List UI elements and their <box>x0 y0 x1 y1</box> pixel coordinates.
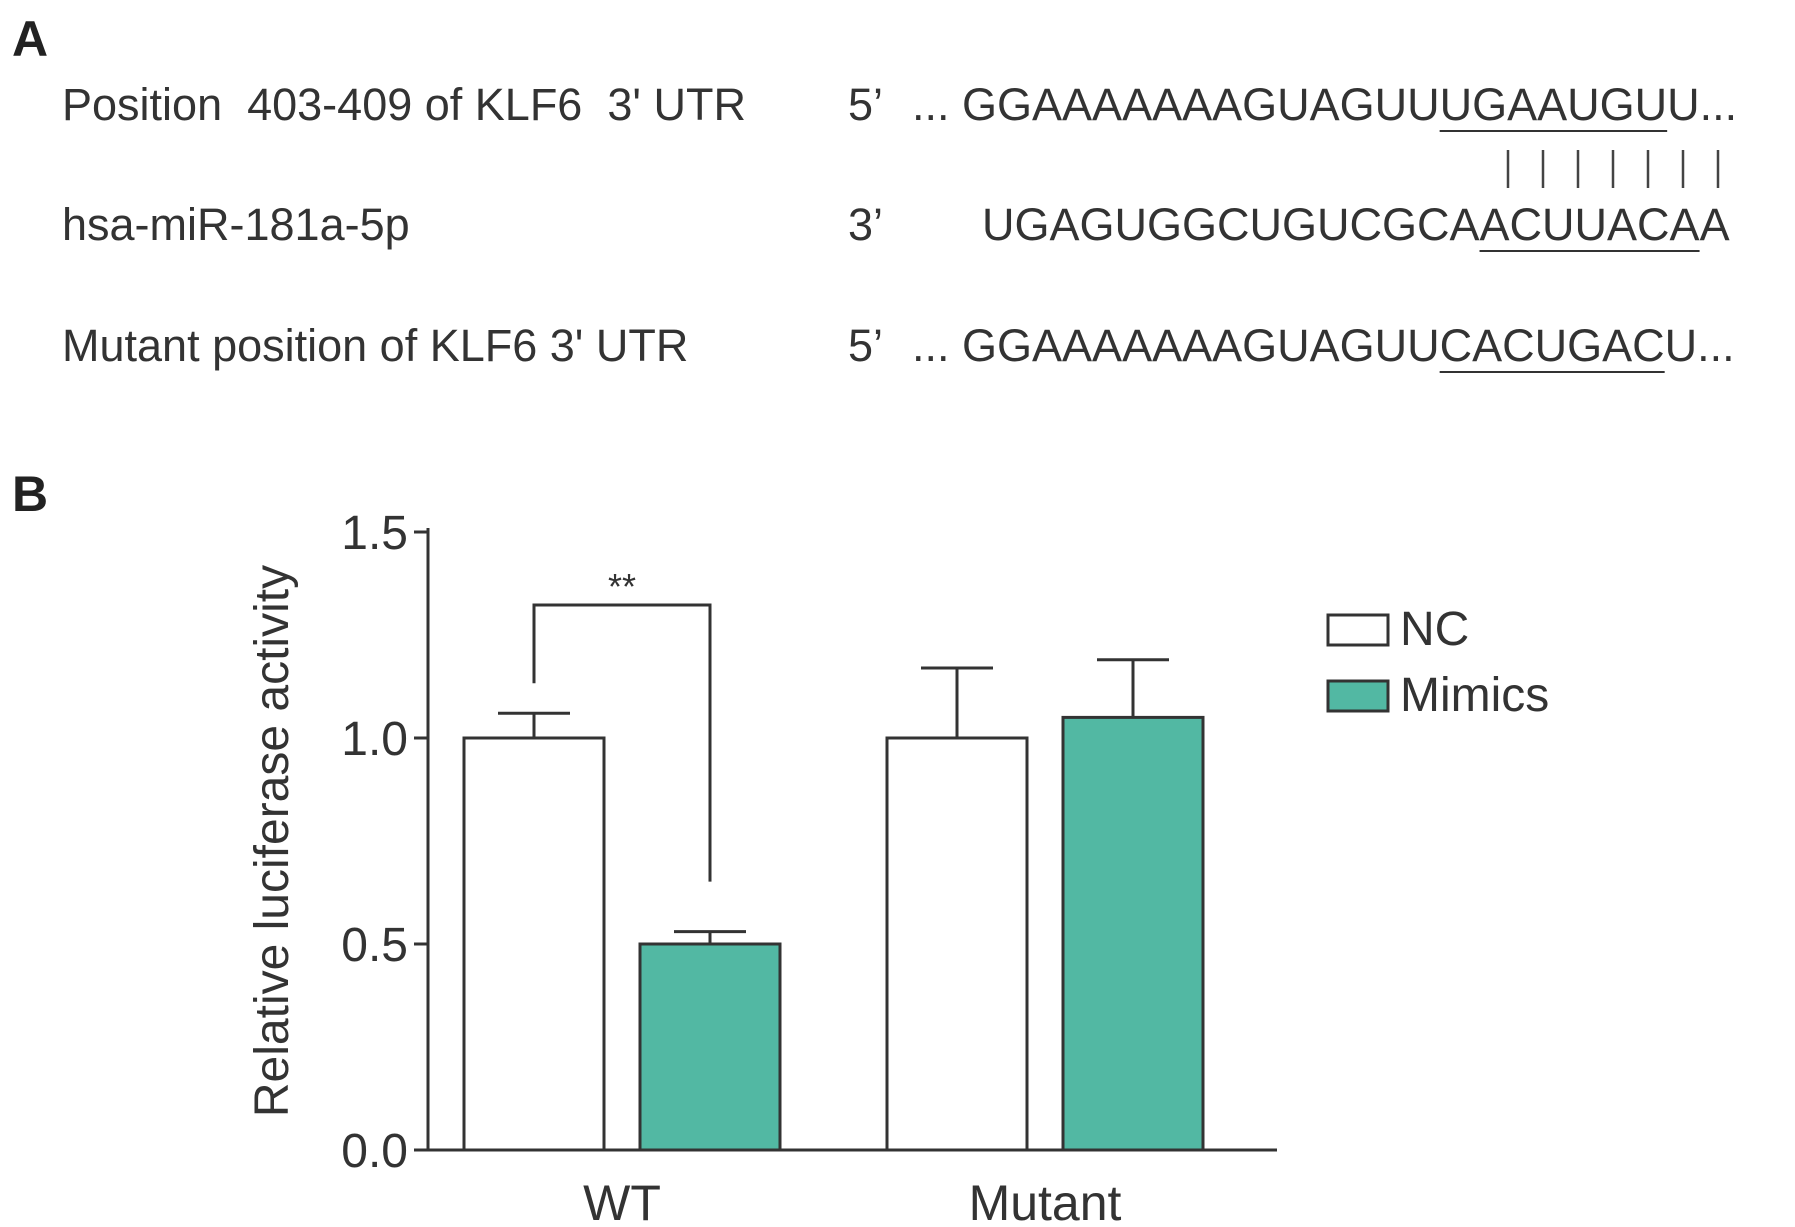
y-tick-label: 0.0 <box>341 1125 408 1178</box>
y-axis-label: Relative luciferase activity <box>246 565 299 1117</box>
bar-mimics-wt <box>638 942 782 1152</box>
y-tick-label: 0.5 <box>341 919 408 972</box>
sequence-end-mutant: 5’ <box>848 320 884 371</box>
significance-label: ** <box>608 566 636 607</box>
legend-label-nc: NC <box>1400 603 1469 656</box>
sequence-post: U... <box>1667 79 1738 130</box>
y-tick-label: 1.0 <box>341 713 408 766</box>
sequence-name-mutant: Mutant position of KLF6 3' UTR <box>62 320 689 371</box>
x-tick-label: Mutant <box>969 1175 1122 1227</box>
sequence-end-mirna: 3’ <box>848 199 884 250</box>
legend-swatch-mimics <box>1326 679 1390 713</box>
sequence-pre: UGAGUGGCUGUCGCA <box>982 199 1480 250</box>
sequence-wt: ... GGAAAAAAAGUAGUUUGAAUGUU... <box>912 82 1737 127</box>
significance-bracket <box>532 603 712 882</box>
sequence-mutant: ... GGAAAAAAAGUAGUUCACUGACU... <box>912 323 1735 368</box>
sequence-mirna: UGAGUGGCUGUCGCAACUUACAA <box>982 202 1730 247</box>
panel-b-label: B <box>12 466 49 522</box>
x-tick-label: WT <box>583 1175 661 1227</box>
sequence-pre: GGAAAAAAAGUAGUU <box>962 320 1440 371</box>
sequence-name-wt: Position 403-409 of KLF6 3' UTR <box>62 79 746 130</box>
bar-nc-wt <box>462 736 606 1152</box>
sequence-post: U... <box>1664 320 1735 371</box>
y-tick-label: 1.5 <box>341 507 408 560</box>
legend-label-mimics: Mimics <box>1400 669 1549 722</box>
bar-mimics-mutant <box>1061 715 1205 1152</box>
seed-site: ACUUACA <box>1479 199 1700 250</box>
sequence-name-mirna: hsa-miR-181a-5p <box>62 199 410 250</box>
bar-nc-mutant <box>885 736 1029 1152</box>
seed-site: CACUGAC <box>1439 320 1665 371</box>
sequence-prefix: ... <box>912 320 963 371</box>
seed-site: UGAAUGU <box>1439 79 1668 130</box>
legend-swatch-nc <box>1326 613 1390 647</box>
sequence-prefix: ... <box>912 79 963 130</box>
sequence-post: A <box>1699 199 1730 250</box>
sequence-end-wt: 5’ <box>848 79 884 130</box>
panel-a-label: A <box>12 11 49 67</box>
sequence-pre: GGAAAAAAAGUAGUU <box>962 79 1440 130</box>
